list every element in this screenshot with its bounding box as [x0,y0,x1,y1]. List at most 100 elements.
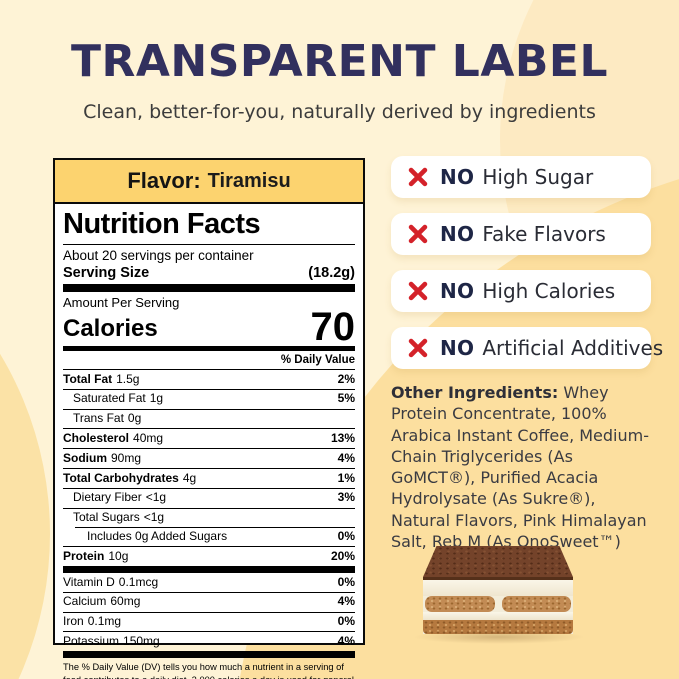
nutrient-row: Protein 10g 20% [63,546,355,566]
tiramisu-cream-layer [423,580,573,596]
nutrient-name: Protein [63,548,105,563]
nutrient-daily-value: 1% [337,470,355,485]
nutrient-daily-value: 0% [337,574,355,589]
nutrient-name: Potassium [63,633,120,648]
nutrient-name: Sodium [63,450,107,465]
nutrient-daily-value: 4% [337,594,355,609]
tiramisu-cocoa-top [423,546,573,577]
nutrient-amount: 0g [127,411,142,426]
nutrient-name: Saturated Fat [73,391,146,406]
nutrition-label: Flavor: Tiramisu Nutrition Facts About 2… [53,158,365,679]
nutrition-facts-body: Nutrition Facts About 20 servings per co… [55,204,363,679]
nutrient-row: Vitamin D 0.1mcg 0% [63,573,355,592]
calories-value: 70 [310,305,356,350]
claim-pill: NO Artificial Additives [391,327,663,369]
nutrient-amount: 60mg [110,594,141,609]
no-claims-list: NO High Sugar NO Fake Flavors NO High Ca… [391,156,663,384]
nutrient-amount: 1g [149,391,164,406]
header: TRANSPARENT LABEL Clean, better-for-you,… [0,36,679,123]
nutrient-daily-value: 0% [337,614,355,629]
nutrient-daily-value: 5% [337,391,355,406]
nutrient-amount: 0.1mg [87,614,122,629]
tiramisu-shadow [413,630,585,644]
x-icon [408,224,428,244]
nutrient-daily-value: 0% [337,528,355,543]
nutrient-daily-value: 4% [337,633,355,648]
calories-label: Calories [63,315,158,343]
page-subtitle: Clean, better-for-you, naturally derived… [83,101,596,123]
x-icon [408,281,428,301]
nutrient-row: Calcium 60mg 4% [63,591,355,612]
nutrient-amount: 4g [182,470,197,485]
nutrient-daily-value: 20% [330,548,355,563]
serving-size-label: Serving Size [63,265,150,282]
servings-per-container: About 20 servings per container [63,247,254,263]
nutrient-rows: Total Fat 1.5g 2% Saturated Fat 1g 5% Trans Fa… [63,369,355,566]
amount-per-serving: Amount Per Serving [63,295,180,311]
nutrient-name: Includes 0g Added Sugars [87,528,228,543]
tiramisu-ladyfinger-bottom [423,620,573,634]
claim-pill: NO Fake Flavors [391,213,651,255]
nutrient-row: Total Sugars <1g [63,507,355,528]
nutrient-row: Total Carbohydrates 4g 1% [63,468,355,488]
nutrient-row: Total Fat 1.5g 2% [63,369,355,389]
claim-text: Artificial Additives [482,336,664,360]
page-title: TRANSPARENT LABEL [70,36,609,87]
tiramisu-cream-layer [423,612,573,620]
nutrient-name: Dietary Fiber [73,490,142,505]
daily-value-footnote: The % Daily Value (DV) tells you how muc… [63,662,354,679]
divider [63,243,355,245]
other-ingredients-body: Whey Protein Concentrate, 100% Arabica I… [391,383,649,551]
nutrient-daily-value: 13% [330,430,355,445]
daily-value-header: % Daily Value [280,354,355,367]
nutrient-daily-value: 2% [337,371,355,386]
claim-prefix: NO [440,336,475,360]
nutrient-amount: 40mg [133,430,164,445]
claim-text: High Calories [482,279,616,303]
flavor-label: Flavor: [127,168,201,193]
nutrient-name: Total Sugars [73,510,140,525]
nutrient-row: Dietary Fiber <1g 3% [63,487,355,508]
nutrient-daily-value: 3% [337,490,355,505]
x-icon [408,338,428,358]
nutrient-row: Cholesterol 40mg 13% [63,428,355,448]
nutrient-row: Trans Fat 0g [63,408,355,429]
nutrient-name: Trans Fat [73,411,124,426]
thick-divider [63,284,355,293]
nutrient-daily-value: 4% [337,450,355,465]
claim-prefix: NO [440,279,475,303]
thick-divider [63,566,355,574]
ladyfinger-right [501,596,571,612]
calories-row: Calories 70 [63,305,356,350]
background-circle-bottom-left [0,184,50,679]
nutrient-amount: 150mg [123,633,160,648]
claim-prefix: NO [440,222,475,246]
medium-divider [63,346,355,352]
nutrient-amount: 10g [108,548,129,563]
claim-pill: NO High Sugar [391,156,651,198]
thick-divider [63,651,355,659]
serving-size-value: (18.2g) [308,265,355,282]
nutrient-row: Sodium 90mg 4% [63,448,355,468]
tiramisu-ladyfinger-layer [423,596,573,612]
x-icon [408,167,428,187]
micronutrient-rows: Vitamin D 0.1mcg 0% Calcium 60mg 4% Iron 0.1mg 0… [63,573,355,651]
nutrient-row: Saturated Fat 1g 5% [63,388,355,409]
nutrient-amount: <1g [143,510,165,525]
tiramisu-cocoa-lip [423,577,573,580]
claim-text: High Sugar [482,165,594,189]
nutrient-amount: <1g [145,490,167,505]
nutrient-row: Iron 0.1mg 0% [63,611,355,632]
nutrient-amount: 0.1mcg [118,574,159,589]
nutrient-name: Total Fat [63,371,113,386]
tiramisu-image [423,546,573,634]
nutrition-facts-title: Nutrition Facts [63,208,261,240]
claim-text: Fake Flavors [482,222,606,246]
claim-pill: NO High Calories [391,270,651,312]
tiramisu-front [423,577,573,634]
flavor-value: Tiramisu [207,169,291,192]
nutrient-row: Includes 0g Added Sugars 0% [63,527,355,546]
nutrient-amount: 90mg [111,450,142,465]
nutrient-name: Calcium [63,594,107,609]
